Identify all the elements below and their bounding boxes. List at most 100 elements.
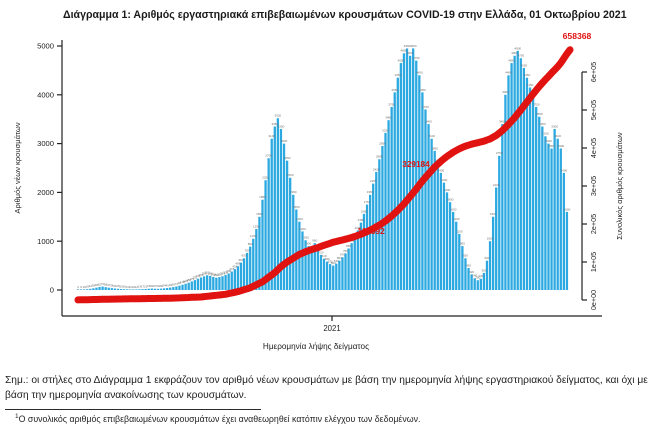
footnote-superscript: 1	[15, 413, 19, 420]
bar	[405, 48, 409, 290]
bar	[344, 253, 347, 290]
right-tick-label: 5e+05	[589, 100, 598, 120]
bar-label: 256	[198, 273, 203, 277]
bar-label: 1020	[302, 236, 309, 240]
bar-label: 230	[195, 274, 200, 278]
bar-label: 4050	[419, 88, 426, 92]
left-axis-title: Αριθμός νέων κρουσμάτων	[13, 122, 22, 213]
bar-label: 268	[211, 272, 216, 276]
bar-label: 24	[156, 284, 160, 288]
bar	[206, 275, 209, 290]
bar	[92, 288, 95, 290]
right-tick-label: 6e+05	[589, 62, 598, 82]
bar-label: 450	[466, 263, 471, 267]
bar	[368, 194, 372, 290]
bar	[519, 58, 522, 291]
bar-label: 3350	[271, 122, 278, 126]
bar-label: 2850	[431, 146, 438, 150]
bar-label: 58	[104, 283, 108, 287]
bar-label: 35	[92, 284, 96, 288]
bar-label: 265	[217, 272, 222, 276]
bar	[159, 288, 163, 290]
bar-label: 1560	[361, 209, 368, 213]
bar-label: 3550	[536, 112, 543, 116]
bar	[270, 138, 273, 290]
bar-label: 670	[340, 253, 345, 257]
bar-label: 2900	[548, 144, 555, 148]
bar	[181, 284, 184, 290]
bar-label: 2680	[376, 155, 383, 159]
bar	[267, 158, 270, 290]
right-tick-label: 0e+00	[589, 290, 598, 310]
bar	[510, 63, 513, 290]
bar	[279, 128, 283, 290]
bar-label: 25	[116, 284, 120, 288]
bar	[550, 148, 553, 290]
bar	[402, 53, 406, 290]
bar	[319, 254, 323, 290]
bar-label: 1000	[487, 237, 494, 241]
bar-label: 3750	[533, 102, 540, 106]
bar-label: 2400	[438, 168, 445, 172]
bar-label: 4900	[514, 46, 521, 50]
bar	[335, 263, 338, 290]
bar	[264, 180, 267, 290]
bar-label: 500	[331, 261, 336, 265]
bar-label: 1800	[447, 198, 454, 202]
bar-label: 16	[86, 285, 90, 289]
bar-label: 1500	[256, 212, 263, 216]
milestone-annotations: 164592 329184 658368	[357, 31, 591, 236]
bar	[227, 273, 230, 290]
bar	[433, 150, 436, 290]
bar-label: 60	[172, 282, 176, 286]
bar	[408, 55, 412, 290]
bar-label: 3300	[278, 124, 285, 128]
bar	[384, 132, 387, 290]
bar	[316, 249, 319, 290]
bar-label: 4150	[527, 83, 534, 87]
bar	[104, 287, 107, 290]
bar	[350, 243, 353, 290]
bar	[470, 274, 473, 290]
bar-label: 4950	[410, 44, 417, 48]
bar	[83, 289, 86, 290]
bar-label: 230	[478, 274, 483, 278]
bar-label: 48	[95, 283, 99, 287]
bar	[541, 126, 544, 291]
milestone-label: 658368	[563, 31, 592, 41]
bar	[292, 194, 295, 290]
bar	[113, 288, 117, 290]
bar	[501, 124, 504, 290]
right-tick-label: 3e+05	[589, 176, 598, 196]
bar-label: 350	[481, 268, 486, 272]
bar	[285, 160, 289, 290]
bar	[196, 278, 200, 290]
bar	[255, 229, 258, 290]
bar-label: 1850	[259, 195, 266, 199]
bar-label: 3150	[542, 132, 549, 136]
bar	[301, 231, 304, 290]
bar-label: 4650	[398, 58, 405, 62]
bar	[448, 202, 452, 290]
bar	[375, 171, 378, 290]
bar-label: 203	[192, 275, 197, 279]
bar	[381, 146, 384, 290]
bar-label: 1600	[564, 207, 571, 211]
bar	[209, 275, 212, 290]
bar	[359, 222, 363, 290]
bar	[473, 278, 476, 290]
bar	[119, 289, 123, 290]
bar	[362, 213, 366, 290]
bar-label: 70	[101, 282, 105, 286]
bar-label: 10	[132, 285, 136, 289]
x-axis-title: Ημερομηνία λήψης δείγματος	[263, 342, 369, 351]
bar	[498, 155, 501, 290]
bar	[141, 289, 144, 290]
footnote-body: Ο συνολικός αριθμός επιβεβαιωμένων κρουσ…	[18, 413, 421, 424]
bar-label: 1220	[354, 226, 361, 230]
bar-label: 378	[229, 267, 234, 271]
bar-label: 2400	[561, 168, 568, 172]
bar	[565, 211, 569, 290]
bar	[338, 260, 341, 290]
bar-label: 4350	[524, 73, 531, 77]
